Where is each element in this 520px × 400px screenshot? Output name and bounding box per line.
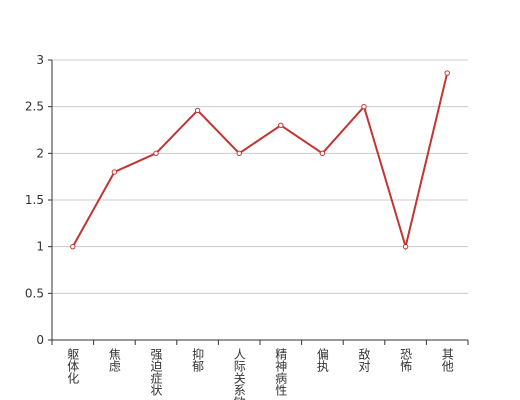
y-tick-label: 3 — [36, 53, 44, 67]
x-tick-label: 精神病性 — [274, 348, 288, 397]
y-tick-label: 2.5 — [25, 100, 44, 114]
point — [319, 150, 326, 157]
y-tick-label: 0 — [36, 333, 44, 347]
point — [361, 103, 367, 110]
x-tick-label: 其他 — [440, 348, 454, 372]
point — [70, 243, 76, 250]
point — [153, 150, 159, 157]
point — [278, 122, 284, 129]
line — [71, 72, 449, 251]
y-tick-label: 1 — [36, 240, 44, 254]
y-tick-label: 0.5 — [25, 286, 44, 300]
x-tick-label: 焦虑 — [107, 348, 121, 372]
y-tick-label: 2 — [36, 146, 44, 160]
x-tick-label: 抑郁 — [191, 347, 205, 373]
x-tick-label: 躯体化 — [66, 347, 80, 385]
x-tick-label: 偏执 — [315, 347, 329, 373]
x-tick-label: 强迫症状 — [149, 348, 163, 396]
x-tick-label: 恐怖 — [399, 348, 413, 372]
point — [236, 150, 242, 157]
x-tick-label: 敌对 — [357, 347, 371, 372]
x-tick-label: 人际关系敏感 — [232, 348, 246, 400]
point — [111, 169, 118, 175]
point — [194, 107, 201, 114]
y-tick-label: 1.5 — [25, 193, 44, 207]
point — [402, 243, 409, 250]
point — [444, 70, 450, 76]
